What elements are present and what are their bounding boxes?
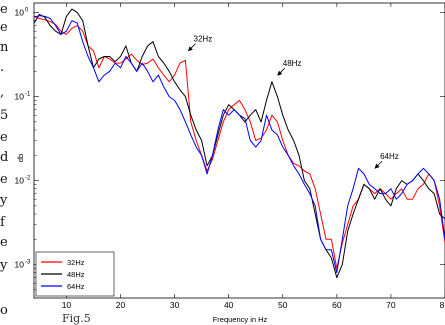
x-axis-label: Frequency in Hz	[213, 315, 268, 324]
y-tick-label: 10	[15, 176, 25, 186]
x-tick-label: 60	[332, 300, 342, 310]
figure-caption: Fig.5	[62, 312, 91, 325]
margin-text-line: .	[0, 60, 5, 75]
x-tick-label: 30	[170, 300, 180, 310]
annotation-label: 48Hz	[283, 59, 302, 68]
plot-frame	[33, 2, 445, 299]
annotation-arrow	[187, 43, 196, 52]
margin-text-line: e	[0, 2, 8, 17]
margin-text-line: y	[0, 193, 8, 208]
margin-text-line: 5	[0, 108, 9, 123]
y-axis-label: db	[16, 154, 25, 162]
margin-text-line: e	[0, 130, 8, 145]
margin-text-line: e	[0, 235, 8, 250]
y-tick-exponent: -3	[25, 260, 31, 266]
series-line-64Hz	[33, 15, 445, 274]
x-tick-label: 70	[386, 300, 396, 310]
margin-text-line: y	[0, 258, 8, 273]
x-tick-label: 40	[224, 300, 234, 310]
series-line-48Hz	[33, 8, 445, 279]
x-tick-label: 20	[116, 300, 126, 310]
margin-text-line: e	[0, 172, 8, 187]
margin-text-line: e	[0, 20, 8, 35]
annotation-arrow	[277, 67, 286, 76]
x-tick-label: 50	[278, 300, 288, 310]
y-tick-label: 10	[15, 92, 25, 102]
annotation-label: 64Hz	[380, 152, 399, 161]
legend-items: 32Hz 48Hz 64Hz	[41, 258, 85, 291]
y-tick-label: 10	[15, 260, 25, 270]
legend: 32Hz 48Hz 64Hz	[35, 251, 115, 297]
annotation-label: 32Hz	[194, 35, 213, 44]
legend-label-32Hz: 32Hz	[67, 258, 85, 267]
y-tick-exponent: -2	[25, 176, 31, 182]
legend-label-64Hz: 64Hz	[67, 282, 85, 291]
annotation-arrow	[374, 160, 383, 169]
margin-text-line: n	[0, 40, 9, 55]
annotations: 32Hz 48Hz 64Hz	[187, 35, 399, 169]
y-tick-exponent: -1	[25, 92, 31, 98]
x-tick-label: 10	[62, 300, 72, 310]
x-tick-label: 8	[440, 300, 445, 310]
y-tick-label: 10	[15, 8, 25, 18]
y-tick-exponent: 0	[25, 8, 29, 14]
margin-text-line: d	[0, 150, 9, 165]
legend-label-48Hz: 48Hz	[67, 270, 85, 279]
margin-text-line: o	[0, 303, 8, 318]
margin-text-line: ,	[0, 85, 5, 100]
series-lines	[33, 8, 445, 279]
margin-text-line: f	[0, 215, 5, 230]
x-axis: 10 20 30 40 50 60 70 8	[62, 3, 445, 310]
series-line-32Hz	[33, 15, 445, 269]
